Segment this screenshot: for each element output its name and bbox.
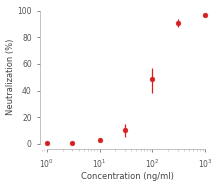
Y-axis label: Neutralization (%): Neutralization (%) bbox=[6, 39, 15, 115]
X-axis label: Concentration (ng/ml): Concentration (ng/ml) bbox=[81, 172, 174, 181]
